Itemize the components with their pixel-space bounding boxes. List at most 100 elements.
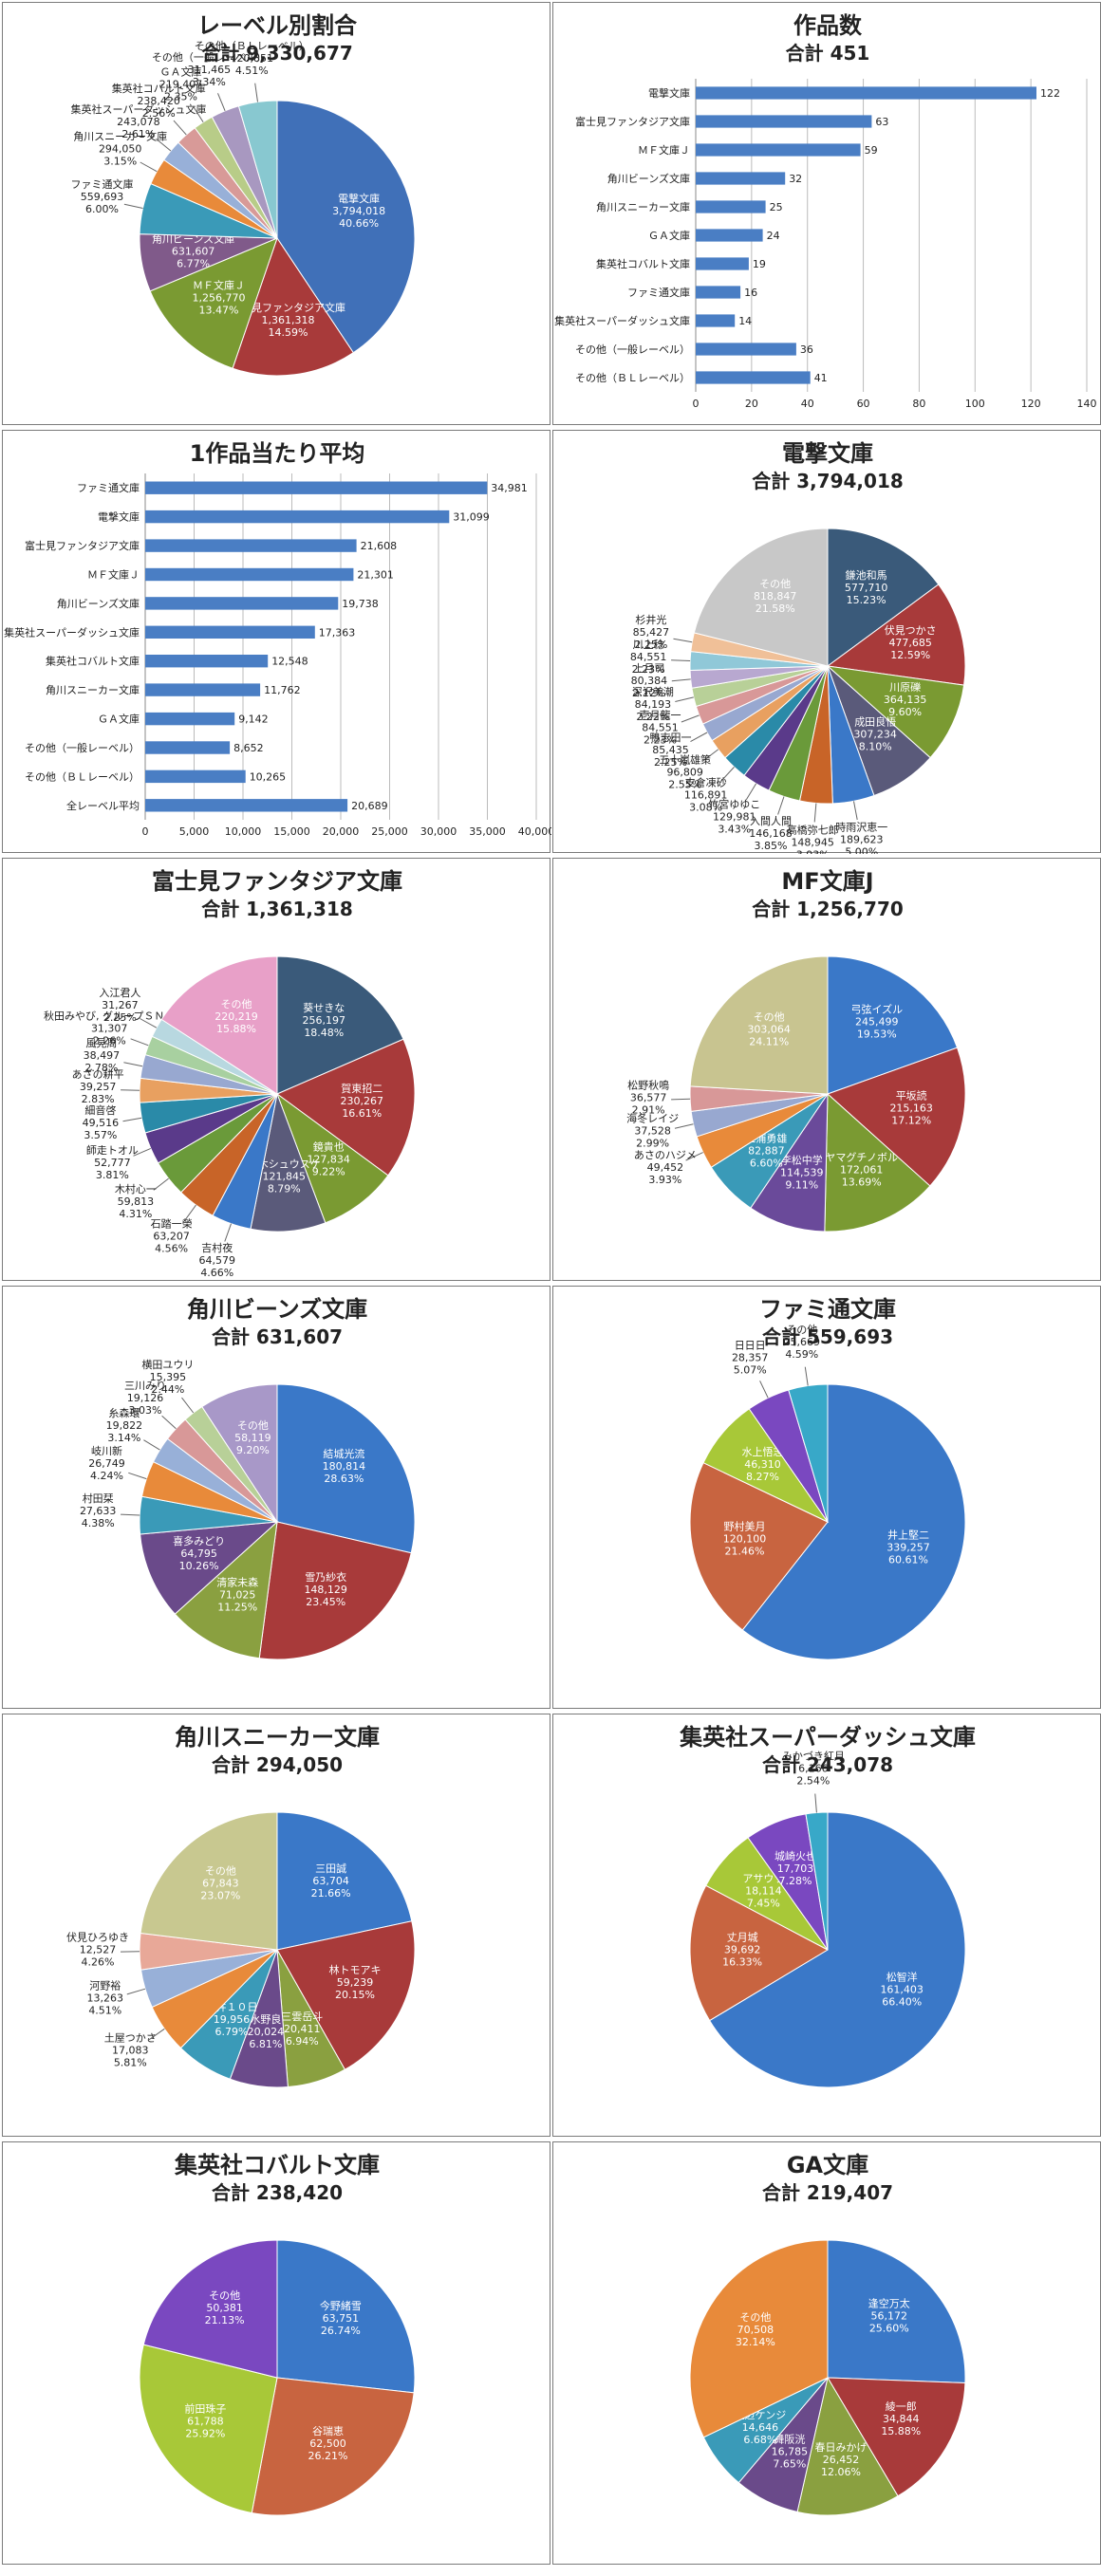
category-label: ファミ通文庫 <box>77 481 140 494</box>
leader-line <box>814 1793 817 1813</box>
pie-slice <box>708 1811 966 2088</box>
slice-percent: 13.69% <box>842 1177 882 1189</box>
slice-percent: 4.38% <box>82 1517 115 1529</box>
x-tick-label: 35,000 <box>469 825 506 838</box>
slice-percent: 4.24% <box>90 1470 123 1482</box>
slice-value: 1,256,770 <box>193 292 246 305</box>
leader-line <box>254 83 258 102</box>
slice-percent: 3.81% <box>96 1169 129 1181</box>
leader-line <box>685 1152 703 1161</box>
chart-title: 角川スニーカー文庫 <box>175 1724 380 1751</box>
pie-slice <box>251 2377 415 2516</box>
slice-percent: 6.77% <box>177 257 210 269</box>
x-tick-label: 25,000 <box>371 825 408 838</box>
chart-subtitle: 合計 238,420 <box>212 2181 343 2204</box>
slice-label: 吉村夜 <box>201 1241 233 1254</box>
slice-label: 壱月龍一 <box>640 709 681 722</box>
slice-percent: 13.47% <box>199 305 239 317</box>
slice-percent: 5.81% <box>114 2057 147 2069</box>
slice-percent: 4.56% <box>155 1243 188 1255</box>
pie-slice <box>139 2344 278 2514</box>
leader-line <box>156 138 172 152</box>
slice-value: 230,267 <box>341 1095 384 1107</box>
slice-label: 清家未森 <box>216 1576 258 1589</box>
slice-label: その他 <box>237 1419 269 1432</box>
pie-slice <box>258 1521 412 1660</box>
leader-line <box>813 803 817 823</box>
slice-percent: 3.93% <box>648 1174 681 1186</box>
slice-value: 64,579 <box>199 1254 236 1267</box>
slice-label: 糸森環 <box>108 1406 140 1419</box>
slice-percent: 21.58% <box>756 602 795 615</box>
pie-slice <box>276 2239 416 2394</box>
slice-value: 3,794,018 <box>332 205 385 217</box>
slice-percent: 16.61% <box>342 1107 382 1120</box>
slice-value: 84,551 <box>642 722 679 734</box>
slice-percent: 4.66% <box>200 1267 233 1279</box>
slice-percent: 24.11% <box>749 1036 789 1048</box>
slice-label: 成田良悟 <box>854 715 896 729</box>
slice-value: 26,452 <box>823 2454 860 2466</box>
pie-slice <box>827 1047 966 1187</box>
leader-line <box>777 796 785 815</box>
slice-label: 石踏一榮 <box>151 1217 193 1231</box>
slice-value: 245,499 <box>855 1016 899 1029</box>
slice-value: 80,384 <box>631 675 668 687</box>
slice-label: 伏見つかさ <box>885 623 937 637</box>
slice-value: 20,411 <box>284 2023 321 2035</box>
pie-slice <box>827 955 959 1095</box>
slice-percent: 7.65% <box>773 2458 806 2471</box>
slice-percent: 2.44% <box>151 1383 184 1396</box>
slice-label: その他 <box>754 1011 785 1024</box>
pie-slice <box>824 1092 931 1232</box>
slice-percent: 4.51% <box>235 65 269 77</box>
slice-value: 577,710 <box>845 582 888 594</box>
slice-percent: 15.23% <box>847 594 886 606</box>
slice-value: 243,078 <box>117 116 160 128</box>
slice-percent: 3.93% <box>796 848 830 854</box>
slice-value: 238,420 <box>137 95 180 107</box>
slice-label: 今野緒雪 <box>320 2299 362 2312</box>
chart-panel-famitsu: ファミ通文庫 合計 559,693 井上堅二 339,257 60.61% 野村美月 120… <box>552 1286 1101 1709</box>
slice-value: 70,508 <box>737 2324 774 2336</box>
slice-percent: 2.54% <box>796 1775 830 1788</box>
slice-label: 竹宮ゆゆこ <box>708 798 760 811</box>
slice-value: 294,050 <box>99 142 142 155</box>
leader-line <box>153 1177 169 1191</box>
value-label: 122 <box>1040 87 1060 100</box>
chart-panel-superdash: 集英社スーパーダッシュ文庫 合計 243,078 松智洋 161,403 66.40% 丈… <box>552 1714 1101 2137</box>
slice-label: その他（一般レーベル） <box>152 51 267 64</box>
slice-percent: 66.40% <box>882 1995 922 2008</box>
leader-line <box>123 203 143 209</box>
slice-percent: 26.21% <box>308 2450 348 2462</box>
slice-percent: 3.85% <box>755 840 788 852</box>
slice-percent: 6.00% <box>85 203 119 215</box>
slice-value: 120,100 <box>723 1533 767 1546</box>
slice-percent: 9.22% <box>312 1166 345 1178</box>
slice-label: 支倉凍砂 <box>685 776 727 789</box>
slice-percent: 19.53% <box>857 1029 897 1041</box>
slice-label: 鎌池和馬 <box>846 568 887 582</box>
slice-value: 63,704 <box>312 1875 349 1887</box>
slice-value: 818,847 <box>754 590 797 602</box>
slice-label: 伏見ひろゆき <box>66 1930 129 1943</box>
slice-percent: 2.83% <box>82 1093 115 1105</box>
slice-value: 129,981 <box>713 811 756 824</box>
slice-value: 27,633 <box>80 1505 117 1517</box>
slice-value: 59,239 <box>337 1976 374 1989</box>
x-tick-label: 0 <box>142 825 149 838</box>
slice-label: 師走トオル <box>86 1144 139 1157</box>
pie-slice <box>788 1383 829 1523</box>
slice-percent: 2.55% <box>668 779 701 791</box>
chart-title: MF文庫J <box>781 868 873 895</box>
value-label: 17,363 <box>319 626 356 639</box>
slice-value: 64,795 <box>180 1547 217 1560</box>
x-tick-label: 140 <box>1077 398 1097 410</box>
value-label: 25 <box>770 201 783 213</box>
slice-value: 56,172 <box>871 2310 908 2323</box>
slice-value: 34,844 <box>883 2413 920 2425</box>
